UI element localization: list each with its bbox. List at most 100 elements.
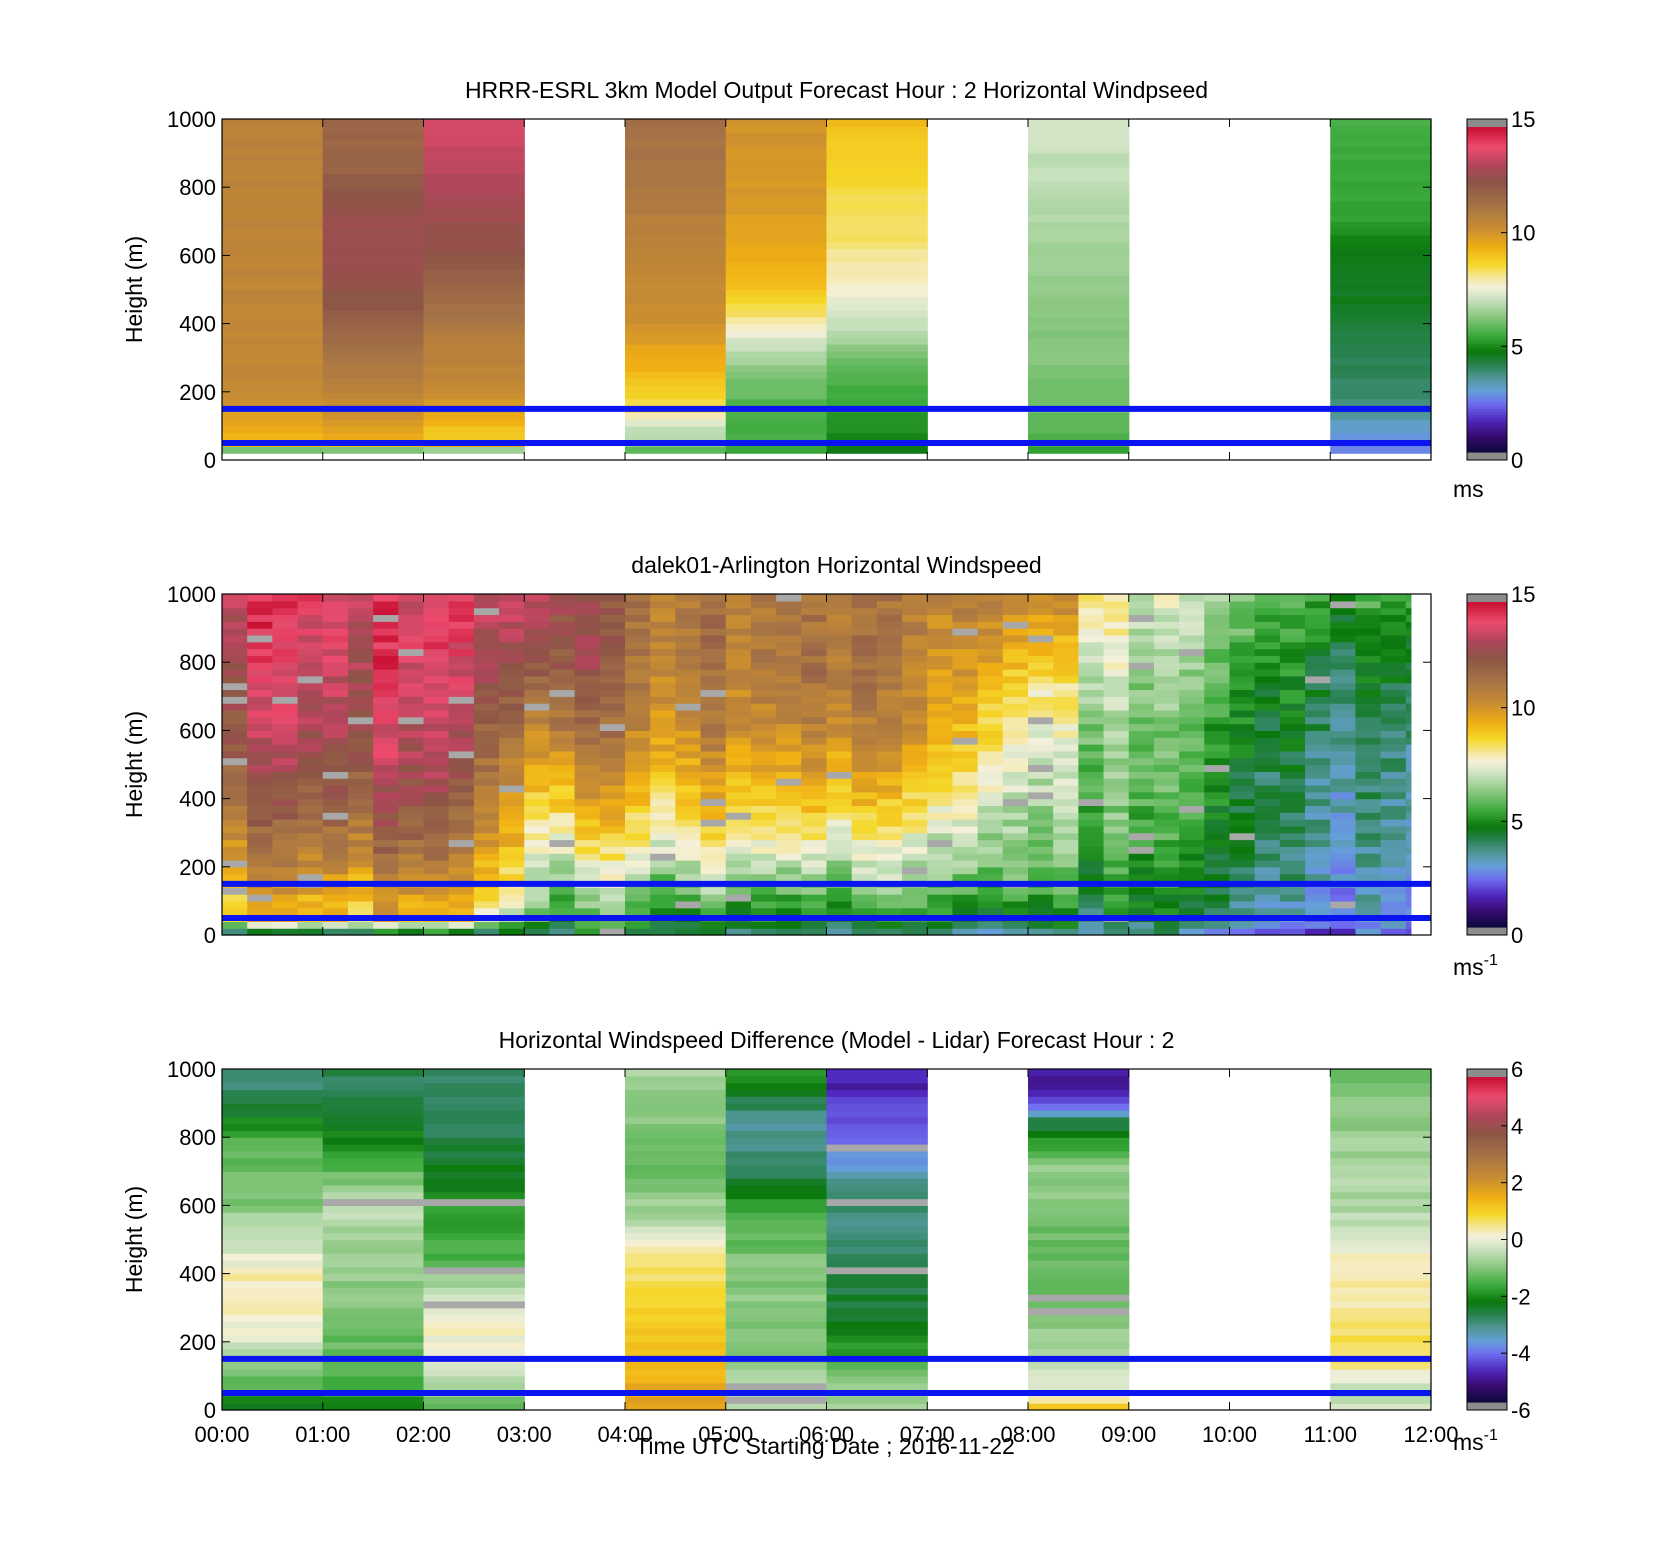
heatmap-cell: [1028, 446, 1130, 454]
heatmap-cell: [826, 1341, 928, 1350]
heatmap-cell: [876, 709, 903, 718]
heatmap-cell: [927, 696, 954, 704]
colorbar-segment: [1467, 1231, 1507, 1235]
heatmap-cell: [625, 166, 727, 175]
heatmap-cell: [725, 682, 752, 691]
heatmap-cell: [675, 859, 702, 868]
heatmap-cell: [1355, 894, 1382, 902]
heatmap-cell: [625, 771, 651, 779]
colorbar-segment: [1467, 1253, 1507, 1257]
heatmap-cell: [977, 764, 1004, 772]
heatmap-cell: [801, 675, 828, 684]
heatmap-cell: [574, 791, 601, 800]
heatmap-cell: [1028, 1144, 1130, 1152]
colorbar-tick-label: 4: [1511, 1114, 1523, 1139]
heatmap-cell: [1355, 784, 1382, 793]
heatmap-cell: [322, 391, 425, 400]
heatmap-cell: [272, 675, 299, 684]
heatmap-cell: [1330, 139, 1432, 147]
heatmap-cell: [524, 675, 551, 684]
heatmap-cell: [347, 778, 374, 786]
heatmap-cell: [725, 425, 828, 434]
heatmap-cell: [322, 1096, 425, 1104]
heatmap-cell: [1078, 846, 1105, 854]
heatmap-cell: [272, 655, 299, 663]
heatmap-cell: [776, 703, 802, 711]
heatmap-cell: [851, 716, 878, 725]
heatmap-cell: [322, 146, 425, 154]
heatmap-cell: [1279, 628, 1306, 636]
heatmap-cell: [222, 628, 248, 636]
colorbar-segment: [1467, 1285, 1507, 1289]
heatmap-cell: [423, 819, 450, 827]
heatmap-cell: [725, 873, 752, 882]
heatmap-cell: [625, 866, 651, 875]
heatmap-cell: [1330, 1259, 1432, 1268]
heatmap-cell: [322, 703, 349, 711]
heatmap-cell: [1153, 771, 1180, 779]
heatmap-cell: [272, 607, 299, 616]
colorbar-segment: [1467, 634, 1507, 638]
heatmap-cell: [272, 744, 299, 752]
heatmap-cell: [347, 689, 374, 697]
heatmap-cell: [1053, 682, 1079, 691]
heatmap-cell: [1405, 689, 1412, 697]
heatmap-cell: [423, 812, 450, 820]
heatmap-cell: [1128, 900, 1155, 909]
x-tick-label: 11:00: [1304, 1422, 1357, 1447]
heatmap-cell: [599, 798, 626, 807]
heatmap-cell: [1330, 1191, 1432, 1200]
heatmap-cell: [1028, 894, 1054, 902]
heatmap-cell: [297, 778, 324, 786]
heatmap-cell: [776, 825, 802, 834]
colorbar-segment: [1467, 1380, 1507, 1384]
heatmap-cell: [297, 689, 324, 697]
heatmap-cell: [977, 778, 1004, 786]
heatmap-cell: [675, 730, 702, 738]
heatmap-cell: [902, 709, 928, 718]
heatmap-cell: [1330, 641, 1357, 650]
heatmap-cell: [927, 655, 954, 663]
heatmap-cell: [1153, 859, 1180, 868]
heatmap-cell: [297, 921, 324, 929]
heatmap-cell: [750, 648, 777, 656]
heatmap-cell: [1053, 805, 1079, 813]
heatmap-cell: [851, 703, 878, 711]
heatmap-cell: [750, 607, 777, 616]
heatmap-cell: [625, 832, 651, 841]
heatmap-cell: [801, 655, 828, 663]
heatmap-cell: [297, 655, 324, 663]
heatmap-cell: [625, 1328, 727, 1336]
heatmap-cell: [675, 873, 702, 882]
heatmap-cell: [725, 1328, 828, 1336]
colorbar-segment: [1467, 702, 1507, 706]
heatmap-cell: [625, 689, 651, 697]
heatmap-cell: [650, 791, 676, 800]
heatmap-cell: [1330, 744, 1357, 752]
heatmap-cell: [625, 357, 727, 366]
y-tick-label: 800: [179, 175, 216, 200]
heatmap-cell: [1330, 1116, 1432, 1125]
x-tick-label: 10:00: [1202, 1422, 1257, 1447]
heatmap-cell: [1028, 1178, 1130, 1186]
colorbar-segment: [1467, 1166, 1507, 1170]
heatmap-cell: [322, 1164, 425, 1172]
y-axis-label: Height (m): [121, 1186, 147, 1293]
heatmap-cell: [725, 241, 828, 250]
heatmap-cell: [1330, 1075, 1432, 1084]
colorbar-segment: [1467, 340, 1507, 345]
colorbar-segment: [1467, 715, 1507, 720]
heatmap-cell: [625, 194, 727, 202]
colorbar-segment: [1467, 1109, 1507, 1113]
colorbar-segment: [1467, 178, 1507, 182]
heatmap-cell: [222, 1075, 324, 1084]
heatmap-cell: [1028, 832, 1054, 841]
heatmap-cell: [373, 634, 399, 643]
heatmap-cell: [725, 1307, 828, 1316]
heatmap-cell: [1229, 819, 1256, 827]
heatmap-cell: [1103, 798, 1130, 807]
colorbar-segment: [1467, 313, 1507, 318]
heatmap-cell: [776, 873, 802, 882]
heatmap-cell: [322, 757, 349, 766]
heatmap-cell: [423, 805, 450, 813]
